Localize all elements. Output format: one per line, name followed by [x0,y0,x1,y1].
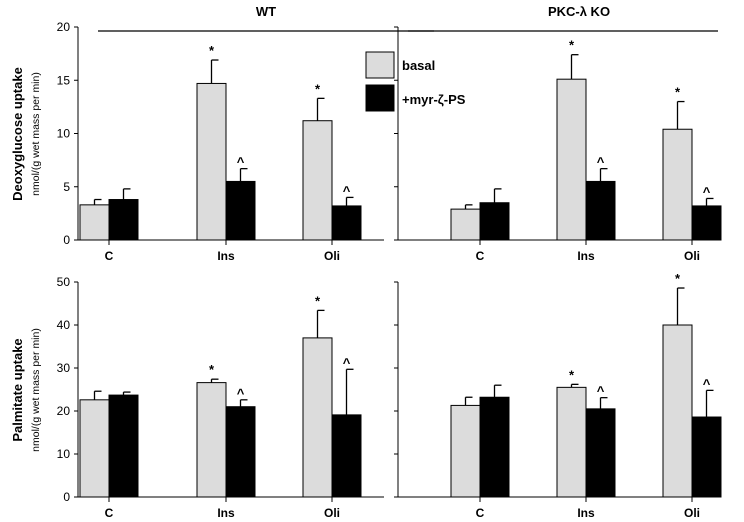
significance-star: * [315,293,321,308]
category-label: Ins [577,506,595,520]
bar-basal [79,204,110,241]
significance-caret: ^ [343,355,351,370]
significance-star: * [315,81,321,96]
y-tick-label: 20 [57,404,71,418]
bar-myr [585,180,616,241]
ko-group-title: PKC-λ KO [548,4,610,19]
significance-caret: ^ [343,183,351,198]
bar-myr [331,414,362,498]
panel-pa-wt: 0 10 20 30 40 50 C Ins Oli * * ^ ^ [57,275,384,520]
category-label: C [476,249,485,263]
bar-myr [331,205,362,241]
category-label: Ins [217,506,235,520]
bar-basal [196,82,227,241]
legend-swatch-myr [365,84,395,112]
y-tick-label: 30 [57,361,71,375]
y-tick-label: 50 [57,275,71,289]
legend-label-myr: +myr-ζ-PS [402,92,466,107]
bar-myr [691,416,722,498]
bar-basal [556,78,587,241]
category-label: Ins [577,249,595,263]
panel-dg-ko: C Ins Oli * * ^ ^ [394,26,722,263]
y-tick-label: 20 [57,20,71,34]
y-tick-label: 40 [57,318,71,332]
bar-myr [479,396,510,498]
y-tick-label: 10 [57,447,71,461]
category-label: Ins [217,249,235,263]
bar-basal [302,120,333,241]
bar-myr [585,408,616,498]
bar-basal [79,399,110,498]
top-yunit: nmol/(g wet mass per min) [30,72,42,196]
bottom-ylabel: Palmitate uptake [10,338,25,441]
significance-caret: ^ [597,155,605,170]
significance-caret: ^ [597,384,605,399]
bar-myr [691,205,722,241]
bar-basal [662,324,693,498]
category-label: Oli [324,506,340,520]
bar-basal [556,386,587,498]
category-label: C [105,506,114,520]
legend: basal +myr-ζ-PS [365,51,466,112]
y-tick-label: 0 [63,233,70,247]
significance-star: * [209,362,215,377]
bar-myr [479,202,510,241]
category-label: Oli [684,249,700,263]
bar-myr [225,180,256,241]
significance-star: * [209,43,215,58]
legend-swatch-basal [365,51,395,79]
category-label: C [105,249,114,263]
bar-basal [662,128,693,241]
bar-myr [225,406,256,498]
bottom-yunit: nmol/(g wet mass per min) [30,328,42,452]
y-tick-label: 0 [63,490,70,504]
significance-caret: ^ [237,155,245,170]
significance-star: * [675,85,681,100]
y-tick-label: 15 [57,73,71,87]
significance-star: * [569,38,575,53]
significance-caret: ^ [703,184,711,199]
bar-basal [450,208,481,241]
bar-basal [196,382,227,498]
significance-star: * [569,367,575,382]
bar-basal [450,404,481,498]
y-tick-label: 10 [57,127,71,141]
significance-star: * [675,271,681,286]
y-tick-label: 5 [63,180,70,194]
legend-label-basal: basal [402,58,435,73]
bar-basal [302,337,333,498]
category-label: Oli [324,249,340,263]
panel-pa-ko: C Ins Oli * * ^ ^ [394,271,722,520]
significance-caret: ^ [237,386,245,401]
category-label: Oli [684,506,700,520]
bar-myr [108,394,139,498]
bar-myr [108,199,139,241]
wt-group-title: WT [256,4,276,19]
top-ylabel: Deoxyglucose uptake [10,67,25,201]
significance-caret: ^ [703,376,711,391]
category-label: C [476,506,485,520]
panel-dg-wt: 0 5 10 15 20 C Ins Oli * * ^ ^ [57,20,384,263]
